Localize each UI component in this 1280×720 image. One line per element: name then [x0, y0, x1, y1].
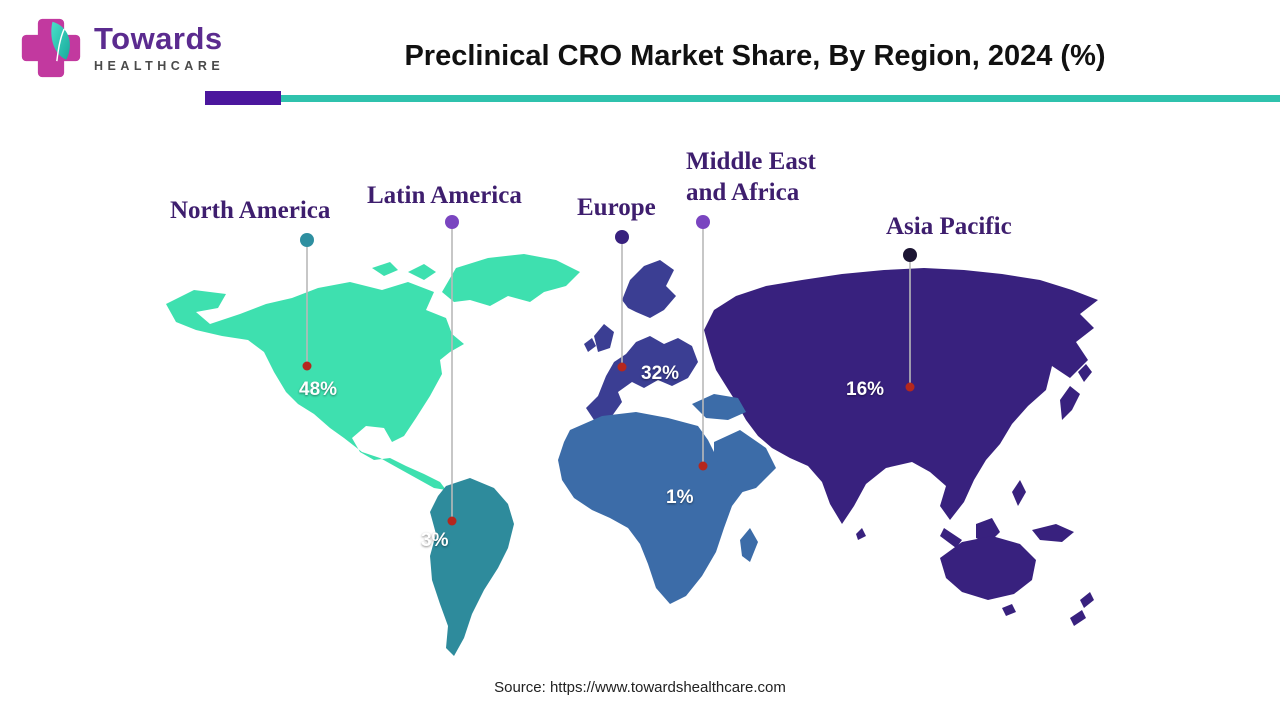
brand-wordmark: Towards HEALTHCARE	[94, 23, 224, 73]
logo-mark	[21, 18, 81, 78]
pin-dot-asia-pacific	[903, 248, 917, 262]
source-text: Source: https://www.towardshealthcare.co…	[494, 679, 786, 696]
brand-subname: HEALTHCARE	[94, 59, 225, 74]
marker-dot-asia-pacific	[905, 382, 915, 392]
marker-dot-europe	[617, 362, 627, 372]
region-value-europe: 32%	[641, 363, 680, 384]
pin-dot-europe	[615, 230, 629, 244]
cross-icon	[21, 18, 81, 78]
marker-dot-north-america	[302, 361, 312, 371]
pin-dot-latin-america	[445, 215, 459, 229]
divider-rule	[281, 95, 1280, 102]
marker-dot-middle-east-africa	[698, 461, 708, 471]
brand-name: Towards	[94, 21, 223, 57]
region-label-asia-pacific: Asia Pacific	[886, 213, 1012, 240]
region-value-asia-pacific: 16%	[846, 379, 885, 400]
marker-dot-latin-america	[447, 516, 457, 526]
map-region-latin-america	[430, 478, 514, 656]
map-region-middle-east-africa	[558, 394, 776, 604]
region-label-middle-east-africa: Middle East and Africa	[686, 148, 816, 207]
region-value-north-america: 48%	[299, 379, 338, 400]
region-label-north-america: North America	[170, 197, 331, 224]
region-label-europe: Europe	[577, 194, 656, 221]
brand-logo: Towards HEALTHCARE	[16, 12, 224, 84]
page-title: Preclinical CRO Market Share, By Region,…	[404, 40, 1106, 72]
map-region-north-america	[166, 254, 580, 490]
callout-pins	[300, 215, 917, 526]
region-value-latin-america: 3%	[421, 530, 449, 551]
region-value-middle-east-africa: 1%	[666, 487, 694, 508]
map-region-europe	[584, 260, 698, 420]
divider-accent	[205, 91, 281, 105]
region-label-latin-america: Latin America	[367, 182, 522, 209]
pin-dot-north-america	[300, 233, 314, 247]
leaf-stem	[56, 28, 65, 62]
map-region-asia-pacific	[704, 268, 1098, 626]
pin-dot-middle-east-africa	[696, 215, 710, 229]
